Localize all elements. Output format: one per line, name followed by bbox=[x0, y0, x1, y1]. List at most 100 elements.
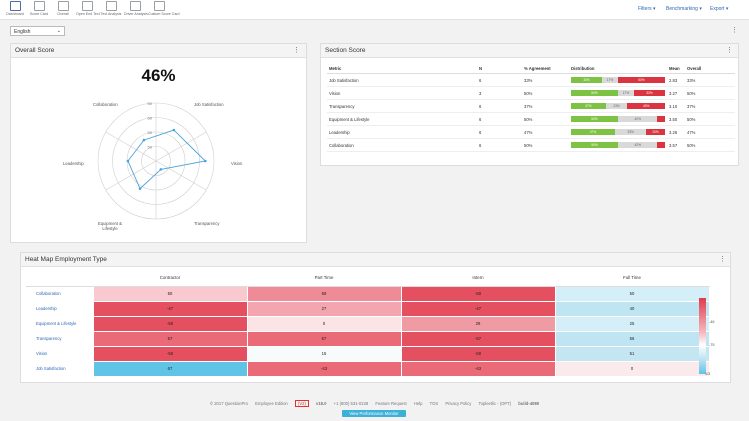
heatmap-cell: -57 bbox=[400, 330, 556, 347]
heatmap-cell: -43 bbox=[246, 360, 402, 377]
footer-privacy-link[interactable]: Privacy Policy bbox=[445, 401, 472, 406]
overall-cell: 47% bbox=[685, 125, 735, 139]
scorecard-icon bbox=[33, 1, 45, 11]
heatmap-corner bbox=[26, 270, 93, 287]
heatmap-cell: -50 bbox=[92, 345, 248, 362]
footer: © 2017 QuestionPro Employee Edition (V2)… bbox=[0, 400, 749, 407]
n-cell: 3 bbox=[477, 86, 522, 100]
heatmap-cell: -50 bbox=[400, 345, 556, 362]
radar-point bbox=[204, 159, 207, 163]
toolbar-item[interactable]: Open End Text bbox=[76, 1, 100, 16]
benchmarking-menu[interactable]: Benchmarking ▾ bbox=[666, 6, 702, 12]
section-row: Equipment & Lifestyle 6 50% 50% 42% 3.50 50% bbox=[327, 112, 735, 126]
heatmap-row-label[interactable]: Vision bbox=[36, 351, 48, 356]
page-menu-icon[interactable]: ⋮ bbox=[731, 27, 738, 34]
overall-score-title: Overall Score bbox=[11, 44, 306, 58]
agreement-cell: 47% bbox=[522, 125, 569, 139]
filters-menu[interactable]: Filters ▾ bbox=[638, 6, 656, 12]
heatmap-row: Equipment & Lifestyle -50 0 29 25 bbox=[26, 315, 710, 332]
footer-phone: +1 (800) 531-0228 bbox=[333, 401, 369, 406]
section-score-title: Section Score bbox=[321, 44, 738, 58]
heatmap-cell: 57 bbox=[92, 330, 248, 347]
col-metric: Metric bbox=[327, 64, 477, 74]
heatmap-menu-icon[interactable]: ⋮ bbox=[719, 256, 726, 263]
heatmap-cell: 51 bbox=[554, 345, 710, 362]
radar-tick-label: 50 bbox=[148, 130, 153, 135]
toolbar-item-label: Custom Score Card bbox=[148, 12, 180, 16]
heatmap-cell: 50 bbox=[92, 285, 248, 302]
agree-segment: 50% bbox=[571, 142, 618, 148]
radar-point bbox=[159, 168, 163, 171]
radar-point bbox=[126, 159, 130, 163]
heatmap-cell: 57 bbox=[246, 330, 402, 347]
distribution-cell: 50% 42% bbox=[569, 138, 667, 152]
heatmap-row-label[interactable]: Transparency bbox=[36, 336, 62, 341]
radar-axis-line bbox=[105, 160, 157, 191]
heatmap-row-label[interactable]: Leadership bbox=[36, 306, 57, 311]
footer-misc: Topleetlic - (OPT) bbox=[478, 401, 512, 406]
toolbar-item[interactable]: Dashboard bbox=[4, 1, 26, 16]
toolbar-item[interactable]: Custom Score Card bbox=[148, 1, 180, 16]
legend-label-3: 1/3 bbox=[705, 372, 711, 376]
neutral-segment: 42% bbox=[618, 142, 658, 148]
overall-menu-icon[interactable]: ⋮ bbox=[293, 47, 300, 54]
heatmap-row-label[interactable]: Collaboration bbox=[36, 291, 61, 297]
chevron-down-icon: ⌄ bbox=[56, 28, 61, 34]
toolbar-item-label: Text Analysis bbox=[100, 12, 122, 16]
n-cell: 6 bbox=[477, 125, 522, 139]
custom-scorecard-icon bbox=[153, 1, 165, 11]
distribution-bar: 50% 42% bbox=[571, 116, 665, 122]
radar-axis-label: Equipment & Lifestyle bbox=[98, 221, 122, 231]
mean-cell: 2.83 bbox=[667, 73, 685, 87]
footer-copyright: © 2017 QuestionPro bbox=[209, 401, 248, 406]
agreement-cell: 33% bbox=[522, 73, 569, 87]
col-n: N bbox=[477, 64, 522, 74]
agree-segment: 50% bbox=[571, 116, 618, 122]
toolbar-item[interactable]: Score Card bbox=[28, 1, 50, 16]
disagree-segment: 33% bbox=[633, 90, 665, 96]
heatmap-column-header: Part Time bbox=[247, 270, 401, 287]
footer-build: build-4089 bbox=[518, 401, 540, 406]
export-menu[interactable]: Export ▾ bbox=[710, 6, 729, 12]
top-toolbar: Dashboard Score Card Overall Open End Text T… bbox=[0, 0, 749, 20]
toolbar-item[interactable]: Driver Analysis bbox=[124, 1, 148, 16]
footer-tos-link[interactable]: TOS bbox=[429, 401, 439, 406]
heatmap-cell: 27 bbox=[246, 300, 402, 317]
heatmap-cell: 0 bbox=[554, 360, 710, 377]
text-analysis-icon bbox=[105, 1, 117, 11]
heatmap-row: Job Satisfaction 67 -43 -43 0 bbox=[26, 360, 710, 377]
radar-axis-line bbox=[155, 160, 207, 191]
heatmap-card: Heat Map Employment Type ⋮ Contractor Par… bbox=[20, 252, 731, 383]
heatmap-cell: 0 bbox=[246, 315, 402, 332]
driver-analysis-icon bbox=[129, 1, 141, 11]
radar-tick-label: 50 bbox=[148, 145, 153, 150]
footer-feature-link[interactable]: Feature Request bbox=[375, 401, 407, 406]
footer-help-link[interactable]: Help bbox=[413, 401, 423, 406]
radar-axis-line bbox=[105, 131, 157, 162]
metric-cell: Equipment & Lifestyle bbox=[327, 112, 477, 126]
footer-edition: Employee Edition bbox=[255, 401, 288, 406]
toolbar-item[interactable]: Text Analysis bbox=[100, 1, 122, 16]
mean-cell: 3.10 bbox=[667, 99, 685, 113]
language-select[interactable]: English ⌄ bbox=[10, 26, 65, 36]
toolbar-item[interactable]: Overall bbox=[52, 1, 74, 16]
distribution-bar: 47% 33% 20% bbox=[571, 129, 665, 135]
overall-score-card: Overall Score ⋮ 46% 50 50 50 50 Job Satisfa… bbox=[10, 43, 307, 243]
overall-cell: 50% bbox=[685, 112, 735, 126]
open-end-text-icon bbox=[81, 1, 93, 11]
heatmap-cell: 25 bbox=[554, 315, 710, 332]
metric-cell: Transparency bbox=[327, 99, 477, 113]
section-row: Vision 3 50% 50% 17% 33% 3.27 50% bbox=[327, 86, 735, 100]
toolbar-item-label: Score Card bbox=[29, 12, 49, 16]
heatmap-row-label[interactable]: Job Satisfaction bbox=[36, 366, 66, 371]
mean-cell: 3.27 bbox=[667, 86, 685, 100]
heatmap-cell: -47 bbox=[400, 300, 556, 317]
n-cell: 6 bbox=[477, 99, 522, 113]
legend-label-1: -46 bbox=[709, 320, 715, 324]
heatmap-row: Transparency 57 57 -57 56 bbox=[26, 330, 710, 347]
heatmap-row-label[interactable]: Equipment & Lifestyle bbox=[36, 321, 77, 326]
section-menu-icon[interactable]: ⋮ bbox=[726, 47, 733, 54]
view-performance-monitor-button[interactable]: View Performance Monitor bbox=[342, 410, 406, 417]
radar-tick-label: 50 bbox=[148, 101, 153, 106]
agree-segment: 50% bbox=[571, 90, 618, 96]
